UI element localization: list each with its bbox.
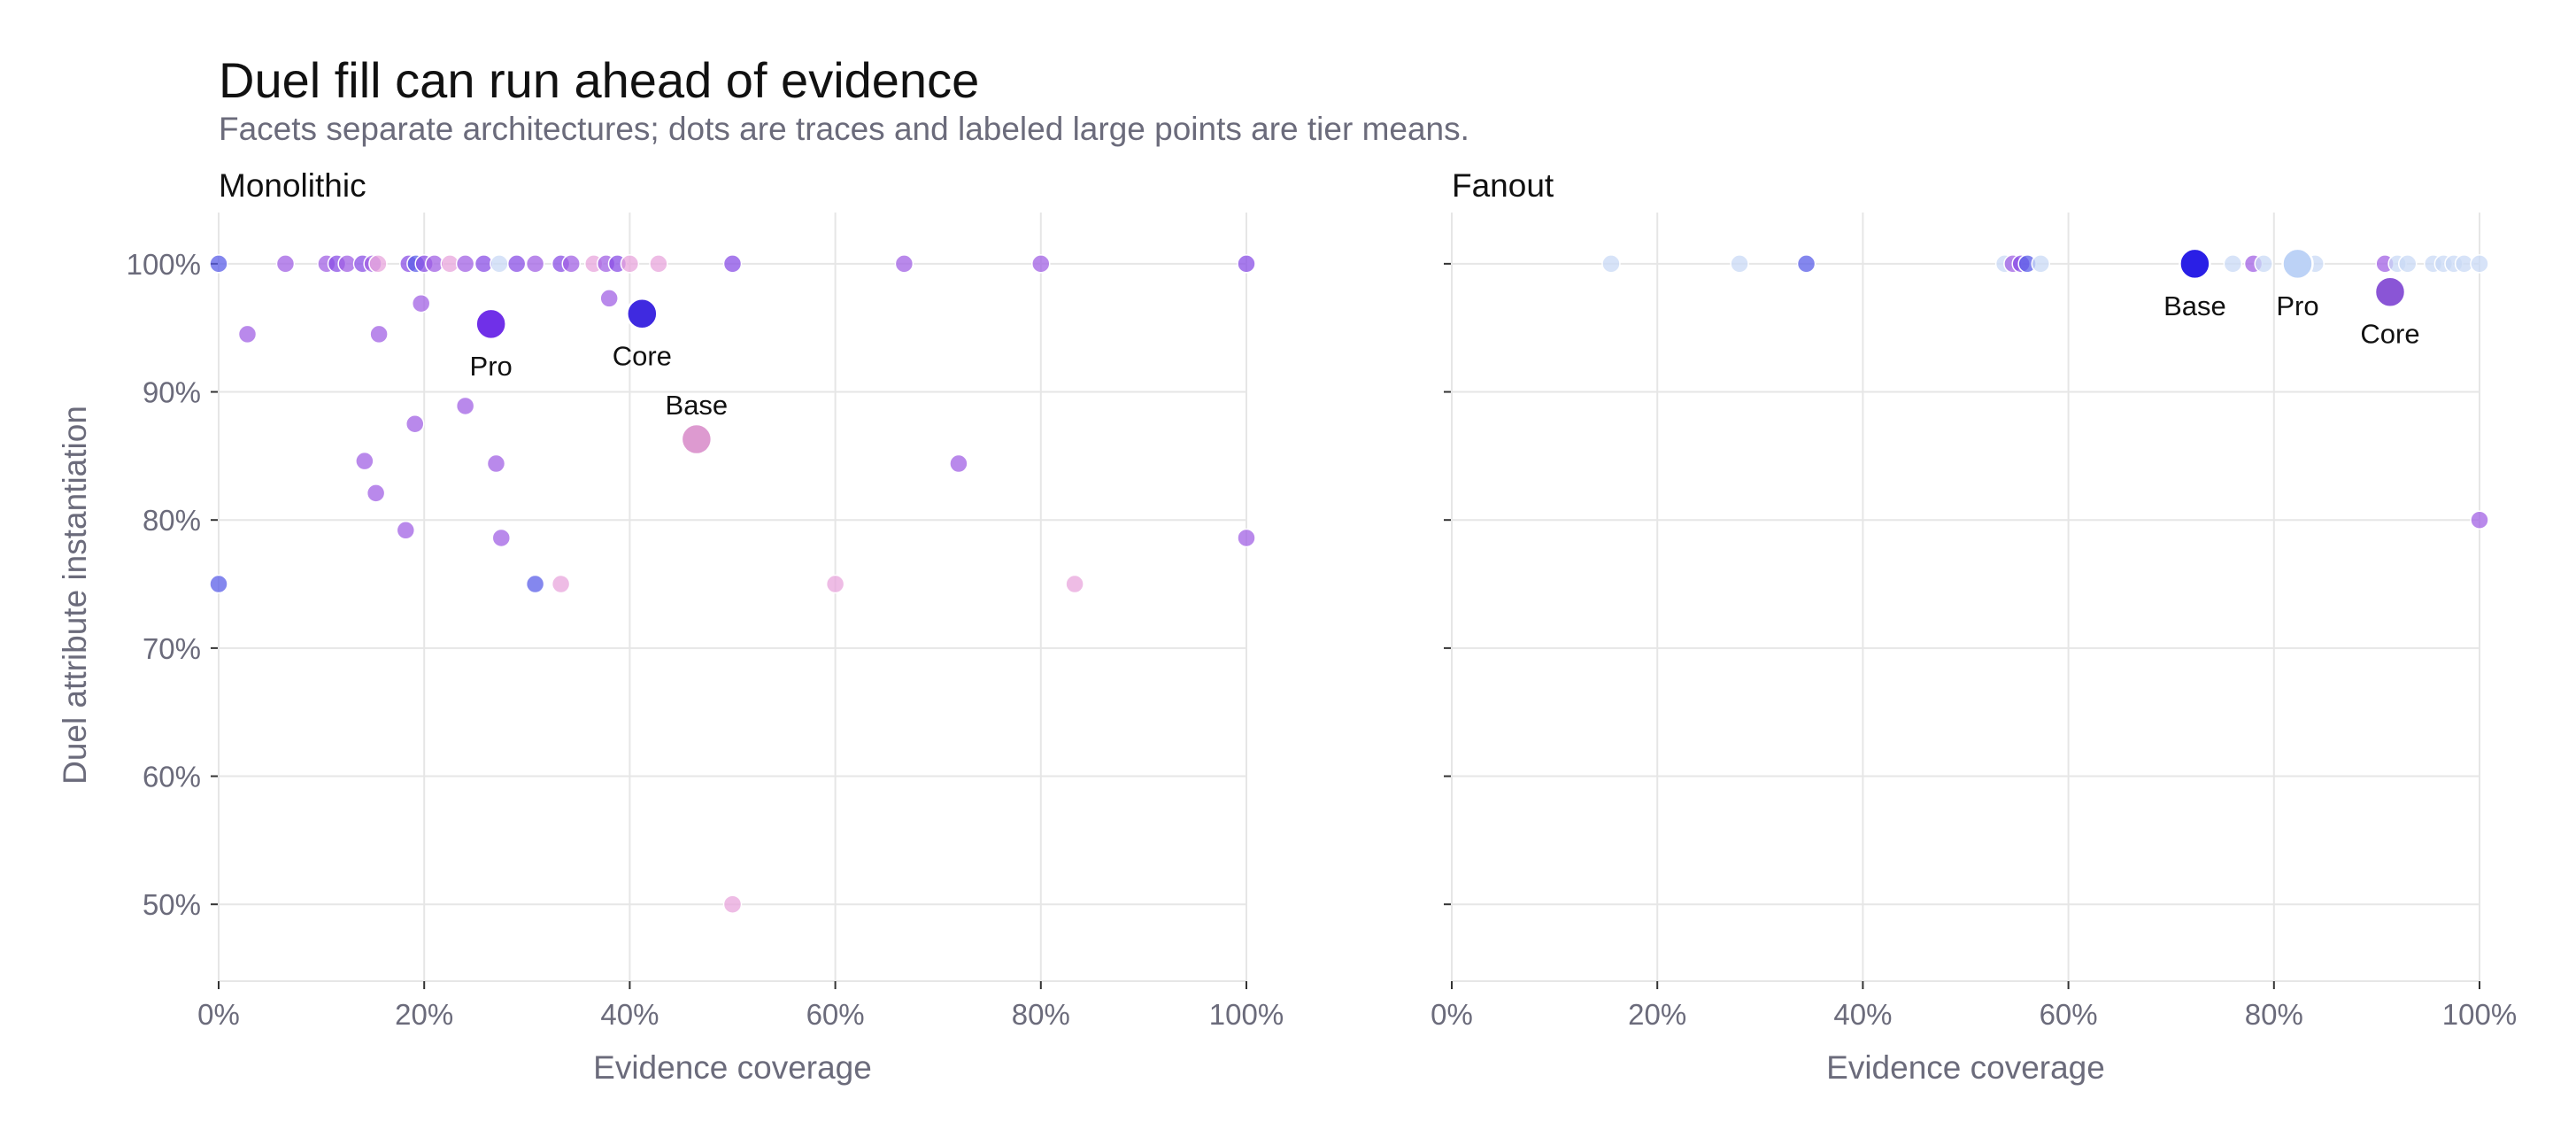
x-tick-label: 0% [1431,998,1473,1031]
chart-subtitle: Facets separate architectures; dots are … [219,111,1469,147]
tier-mean-label: Base [2163,290,2226,321]
trace-point [894,254,914,274]
tier-mean-label: Core [2360,319,2419,350]
x-tick-label: 80% [2245,998,2303,1031]
trace-point [396,521,416,540]
trace-point [455,396,475,416]
x-tick-label: 60% [2040,998,2098,1031]
trace-point [506,254,527,274]
trace-point [2397,254,2418,274]
y-axis-label: Duel attribute instantiation [57,406,93,785]
trace-point [1237,528,1256,548]
y-tick-label: 70% [143,632,201,665]
trace-point [369,324,389,344]
x-axis-label: Evidence coverage [593,1049,872,1086]
tier-mean-base [680,422,713,456]
trace-point [825,574,845,594]
trace-point [1237,254,1256,274]
y-tick-label: 100% [127,248,201,281]
x-tick-label: 60% [806,998,865,1031]
trace-point [490,254,509,274]
y-tick-label: 50% [143,888,201,921]
x-tick-label: 100% [1209,998,1284,1031]
x-axis-label: Evidence coverage [1826,1049,2105,1086]
facet-title-fanout: Fanout [1452,167,1554,204]
trace-point [649,254,668,274]
tier-mean-core [2373,275,2407,308]
tier-mean-label: Base [666,390,729,421]
trace-point [275,254,296,274]
trace-point [455,254,475,274]
trace-point [599,289,619,308]
trace-point [561,254,581,274]
x-tick-label: 0% [197,998,240,1031]
trace-point [2470,510,2489,530]
trace-point [2470,254,2489,274]
trace-point [411,293,431,313]
trace-point [722,894,743,914]
trace-point [1730,254,1749,274]
y-tick-label: 90% [143,376,201,409]
trace-point [486,453,506,474]
trace-point [949,453,968,474]
tier-mean-label: Pro [470,351,513,382]
tier-mean-base [2179,247,2211,281]
trace-point [620,254,640,274]
trace-point [1601,254,1621,274]
tier-mean-core [626,298,659,330]
trace-point [525,574,545,594]
trace-point [1065,574,1084,594]
trace-point [525,254,545,274]
x-tick-label: 20% [1628,998,1686,1031]
trace-point [491,528,512,548]
trace-point [209,254,228,274]
trace-point [209,574,228,594]
facet-title-monolithic: Monolithic [219,167,366,204]
x-tick-label: 40% [1833,998,1892,1031]
trace-point [355,451,374,471]
tier-mean-label: Pro [2276,290,2318,321]
y-tick-label: 60% [143,761,201,793]
tier-mean-pro [2281,247,2314,281]
trace-point [405,414,425,434]
x-tick-label: 80% [1012,998,1070,1031]
x-tick-label: 100% [2442,998,2517,1031]
trace-point [237,324,258,344]
chart-title: Duel fill can run ahead of evidence [219,52,979,108]
facets: Monolithic 50% 60% 70% 80% 90% 100% 0% 20% 40% 60%… [127,167,2518,1086]
trace-point [2254,254,2273,274]
tier-mean-pro [474,307,507,341]
trace-point [551,574,571,594]
facet-fanout: Fanout 0% 20% 40% 60% 80% 100% Evidence coverag… [1431,167,2517,1086]
x-tick-label: 20% [395,998,453,1031]
trace-point [2223,254,2243,274]
facet-monolithic: Monolithic 50% 60% 70% 80% 90% 100% 0% 20% 40% 60%… [127,167,1284,1086]
trace-point [1031,254,1051,274]
trace-point [368,254,388,274]
y-tick-label: 80% [143,504,201,537]
trace-point [366,484,386,503]
tier-mean-label: Core [613,340,672,371]
x-tick-label: 40% [600,998,659,1031]
trace-point [1796,254,1816,274]
trace-point [2031,254,2051,274]
trace-point [722,254,743,274]
